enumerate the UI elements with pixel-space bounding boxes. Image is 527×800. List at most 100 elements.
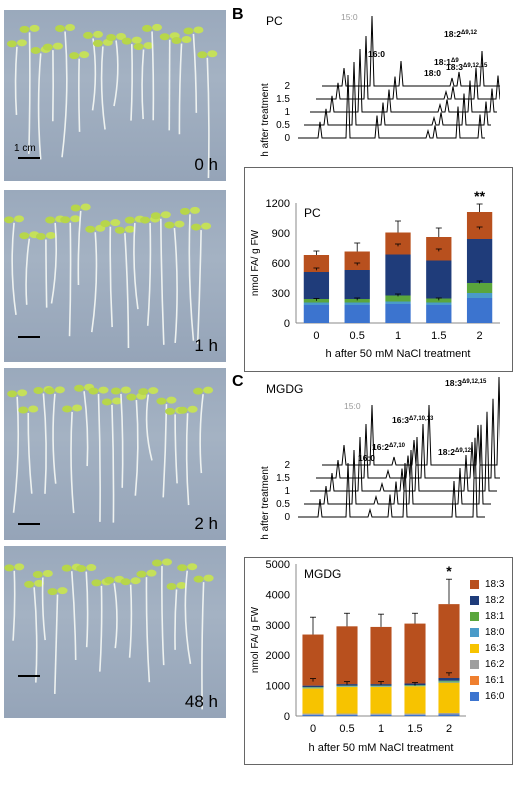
cotyledon	[45, 216, 56, 224]
cotyledon	[61, 564, 72, 572]
cotyledon	[24, 580, 35, 588]
cotyledon	[34, 579, 45, 587]
significance-marker: **	[474, 188, 485, 204]
peak-label-name: 18:2	[444, 29, 461, 39]
cotyledon	[121, 37, 132, 45]
root	[128, 584, 133, 658]
cotyledon	[142, 24, 153, 32]
cotyledon	[19, 25, 30, 33]
cotyledon	[152, 559, 163, 567]
cotyledon	[152, 23, 163, 31]
legend-label: 16:3	[485, 642, 505, 654]
peak-label: 18:0	[424, 68, 441, 78]
cotyledon	[29, 24, 40, 32]
root	[41, 577, 46, 641]
bar-segment	[404, 713, 426, 715]
peak-label-name: 18:2	[438, 447, 455, 457]
cotyledon	[79, 51, 90, 59]
cotyledon	[62, 405, 73, 413]
cotyledon	[4, 564, 15, 572]
y-tick-label: 900	[272, 228, 290, 240]
cotyledon	[76, 565, 87, 573]
legend-label: 18:3	[485, 578, 505, 590]
legend-item: 18:2	[470, 592, 504, 608]
legend-swatch	[470, 595, 479, 605]
scale-bar	[18, 675, 40, 677]
root	[160, 218, 165, 345]
panel-letter-c: C	[232, 373, 244, 390]
trace-level-label: 0.5	[276, 120, 290, 131]
mgdg-trace-title: MGDG	[266, 382, 304, 396]
cotyledon	[146, 569, 157, 577]
cotyledon	[176, 581, 187, 589]
mgdg-chromatogram-traces: h after treatment 2 1.5 1 0.5 0 18:3Δ9,12,15 16…	[260, 376, 500, 540]
peak-label-name: 16:0	[368, 49, 385, 59]
photo-time-label: 48 h	[184, 692, 218, 711]
peak-label-name: 15:0	[341, 12, 358, 22]
bar-segment	[370, 713, 392, 715]
cotyledon	[91, 579, 102, 587]
cotyledon	[191, 223, 202, 231]
y-tick-label: 2000	[266, 650, 290, 662]
root	[206, 57, 210, 179]
root	[53, 594, 59, 694]
x-tick-label: 1.5	[407, 723, 422, 735]
root	[130, 44, 133, 121]
legend-item: 18:1	[470, 608, 504, 624]
chromatogram-trace	[316, 35, 500, 100]
bar-segment	[385, 304, 411, 323]
y-tick-label: 300	[272, 288, 290, 300]
cotyledon	[187, 405, 198, 413]
cotyledon	[120, 578, 131, 586]
bar-segment	[466, 239, 493, 283]
peak-label-sup: Δ9	[451, 58, 459, 64]
root	[196, 230, 202, 345]
root	[12, 396, 20, 513]
cotyledon	[193, 387, 204, 395]
cotyledon	[35, 232, 46, 240]
x-tick-label: 1	[395, 330, 401, 342]
seedling-photo-2h: 2 h	[4, 368, 226, 540]
cotyledon	[150, 212, 161, 220]
root	[100, 46, 106, 130]
cotyledon	[47, 588, 58, 596]
root	[146, 223, 152, 326]
cotyledon	[177, 564, 188, 572]
x-tick-label: 0	[310, 723, 316, 735]
cotyledon	[45, 231, 56, 239]
bar-segment	[336, 685, 358, 687]
legend-swatch	[470, 659, 479, 669]
root	[141, 49, 145, 120]
chromatogram-trace	[304, 61, 491, 126]
bar-segment	[370, 686, 392, 687]
root	[178, 43, 183, 135]
bar-segment	[404, 714, 426, 716]
cotyledon	[6, 40, 17, 48]
panel-letter-b: B	[232, 6, 244, 23]
cotyledon	[72, 404, 83, 412]
x-tick-label: 0	[313, 330, 319, 342]
root	[134, 400, 139, 496]
cotyledon	[193, 575, 204, 583]
cotyledon	[14, 215, 25, 223]
cotyledon	[42, 569, 53, 577]
legend-item: 18:0	[470, 624, 504, 640]
bar-segment	[438, 604, 460, 678]
root	[28, 32, 31, 154]
bar-segment	[438, 682, 460, 713]
bar-segment	[466, 212, 493, 239]
bar-segment	[370, 714, 392, 716]
cotyledon	[4, 216, 15, 224]
peak-label: 16:0	[358, 453, 375, 463]
cotyledon	[57, 587, 68, 595]
peak-label-sup: Δ7,10,13	[409, 416, 434, 422]
cotyledon	[18, 406, 29, 414]
root	[77, 210, 82, 286]
peak-label: 16:0	[368, 49, 385, 59]
root	[161, 566, 165, 666]
bar-segment	[404, 623, 426, 684]
bar-segment	[302, 714, 324, 716]
root	[174, 414, 178, 484]
legend-swatch	[470, 579, 479, 589]
cotyledon	[138, 388, 149, 396]
